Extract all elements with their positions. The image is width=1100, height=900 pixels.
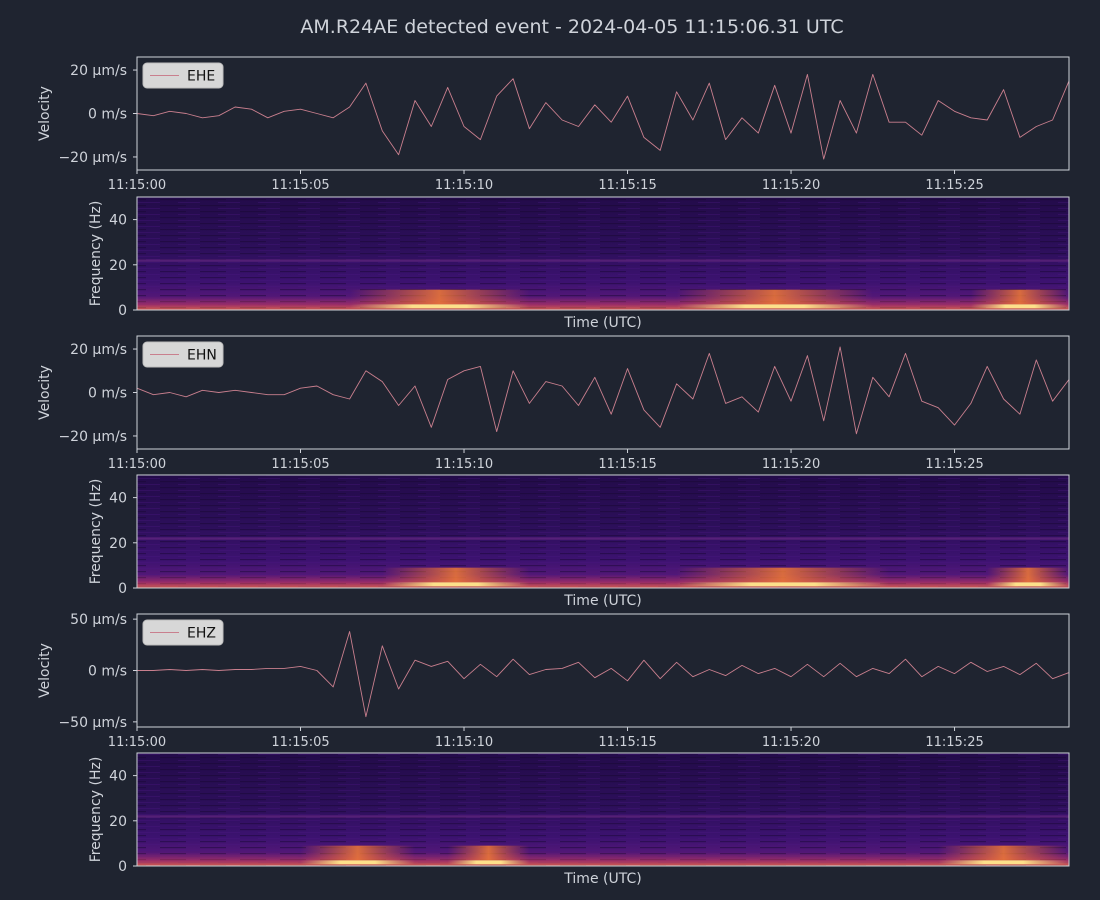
legend-label: EHZ <box>187 626 216 642</box>
spectrogram-texture <box>137 475 1069 588</box>
y-tick-label: 20 <box>109 536 127 552</box>
x-tick-label: 11:15:15 <box>598 735 656 750</box>
spectrogram-energy <box>300 845 415 861</box>
x-tick-label: 11:15:10 <box>435 457 493 472</box>
axes-frame <box>136 196 1070 311</box>
spectrogram-energy <box>987 567 1069 583</box>
x-tick-label: 11:15:20 <box>762 735 820 750</box>
x-axis-label: Time (UTC) <box>563 593 641 609</box>
spectrogram-peak <box>938 860 1069 865</box>
spectrogram-low-band <box>137 296 1069 310</box>
spectrogram-energy <box>349 289 530 305</box>
spectrogram-hum-line <box>137 537 1069 540</box>
velocity-trace-ehe <box>136 73 1070 160</box>
y-tick-label: 40 <box>109 769 127 785</box>
y-tick-label: 50 µm/s <box>70 612 127 628</box>
y-axis-label: Velocity <box>37 365 53 420</box>
y-tick-label: 0 m/s <box>88 664 127 680</box>
x-tick-label: 11:15:05 <box>271 735 329 750</box>
y-tick-label: 0 <box>118 303 127 319</box>
spectrogram-peak <box>676 304 873 309</box>
spectrogram-energy <box>970 289 1069 305</box>
legend-box <box>142 619 224 646</box>
spectrogram-energy <box>938 845 1069 861</box>
spectrogram-energy <box>382 567 530 583</box>
spectrogram-peak <box>987 582 1069 587</box>
spectrogram-peak <box>300 860 415 865</box>
y-tick-label: 20 µm/s <box>70 342 127 358</box>
x-tick-label: 11:15:20 <box>762 178 820 193</box>
legend: EHE <box>142 62 224 89</box>
x-axis-label: Time (UTC) <box>563 871 641 887</box>
y-tick-label: 0 m/s <box>88 386 127 402</box>
panel-ehn-line: 20 µm/s 0 m/s −20 µm/s 11:15:00 11:15:05 11:1… <box>37 335 1070 472</box>
x-tick-label: 11:15:00 <box>108 178 166 193</box>
velocity-trace-ehn <box>136 346 1070 435</box>
legend-box <box>142 341 224 368</box>
panel-ehe-line: 20 µm/s 0 m/s −20 µm/s 11:15:00 11:15:05 11:1… <box>37 56 1070 193</box>
y-tick-label: −20 µm/s <box>58 429 127 445</box>
y-tick-label: 0 <box>118 859 127 875</box>
x-axis-label: Time (UTC) <box>563 315 641 331</box>
y-axis-label: Frequency (Hz) <box>88 479 104 585</box>
y-tick-label: 20 <box>109 814 127 830</box>
spectrogram-energy <box>676 289 873 305</box>
legend-label: EHE <box>187 69 215 85</box>
y-axis-label: Frequency (Hz) <box>88 201 104 307</box>
y-tick-label: 0 m/s <box>88 107 127 123</box>
y-tick-label: 40 <box>109 213 127 229</box>
spectrogram-texture <box>137 197 1069 310</box>
x-tick-label: 11:15:20 <box>762 457 820 472</box>
y-tick-label: −20 µm/s <box>58 150 127 166</box>
x-tick-label: 11:15:15 <box>598 178 656 193</box>
spectrogram-energy <box>676 567 890 583</box>
panel-ehz-heatmap: 0 20 40 Frequency (Hz) Time (UTC) <box>88 752 1070 887</box>
y-tick-label: 0 <box>118 581 127 597</box>
legend-label: EHN <box>187 348 217 364</box>
x-tick-label: 11:15:25 <box>925 735 983 750</box>
x-tick-label: 11:15:25 <box>925 457 983 472</box>
x-tick-label: 11:15:15 <box>598 457 656 472</box>
x-tick-label: 11:15:05 <box>271 178 329 193</box>
x-tick-label: 11:15:10 <box>435 735 493 750</box>
spectrogram-peak <box>447 860 530 865</box>
y-axis-label: Velocity <box>37 643 53 698</box>
x-tick-label: 11:15:05 <box>271 457 329 472</box>
legend: EHN <box>142 341 224 368</box>
panel-ehe-heatmap: 0 20 40 Frequency (Hz) Time (UTC) <box>88 196 1070 331</box>
axes-frame <box>136 613 1070 728</box>
spectrogram-peak <box>970 304 1069 309</box>
spectrogram-peak <box>382 582 530 587</box>
spectrogram-peak <box>676 582 890 587</box>
velocity-trace-ehz <box>137 631 1070 718</box>
spectrogram-hum-line <box>137 259 1069 262</box>
axes-frame <box>136 474 1070 589</box>
y-tick-label: 20 <box>109 258 127 274</box>
axes-frame <box>136 752 1070 867</box>
panel-ehz-line: 50 µm/s 0 m/s −50 µm/s 11:15:00 11:15:05 11:1… <box>37 612 1070 750</box>
spectrogram-texture <box>137 753 1069 866</box>
spectrogram-peak <box>349 304 530 309</box>
y-tick-label: 20 µm/s <box>70 63 127 79</box>
y-axis-label: Frequency (Hz) <box>88 757 104 863</box>
y-axis-label: Velocity <box>37 86 53 141</box>
spectrogram-low-band <box>137 852 1069 866</box>
x-tick-label: 11:15:00 <box>108 735 166 750</box>
x-tick-label: 11:15:00 <box>108 457 166 472</box>
legend-box <box>142 62 224 89</box>
spectrogram-energy <box>447 845 530 861</box>
panel-ehn-heatmap: 0 20 40 Frequency (Hz) Time (UTC) <box>88 474 1070 609</box>
x-tick-label: 11:15:10 <box>435 178 493 193</box>
x-tick-label: 11:15:25 <box>925 178 983 193</box>
spectrogram-low-band <box>137 574 1069 588</box>
spectrogram-hum-line <box>137 815 1069 818</box>
axes-frame <box>136 335 1070 450</box>
figure-title: AM.R24AE detected event - 2024-04-05 11:… <box>300 16 843 38</box>
y-tick-label: 40 <box>109 491 127 507</box>
legend: EHZ <box>142 619 224 646</box>
y-tick-label: −50 µm/s <box>58 715 127 731</box>
